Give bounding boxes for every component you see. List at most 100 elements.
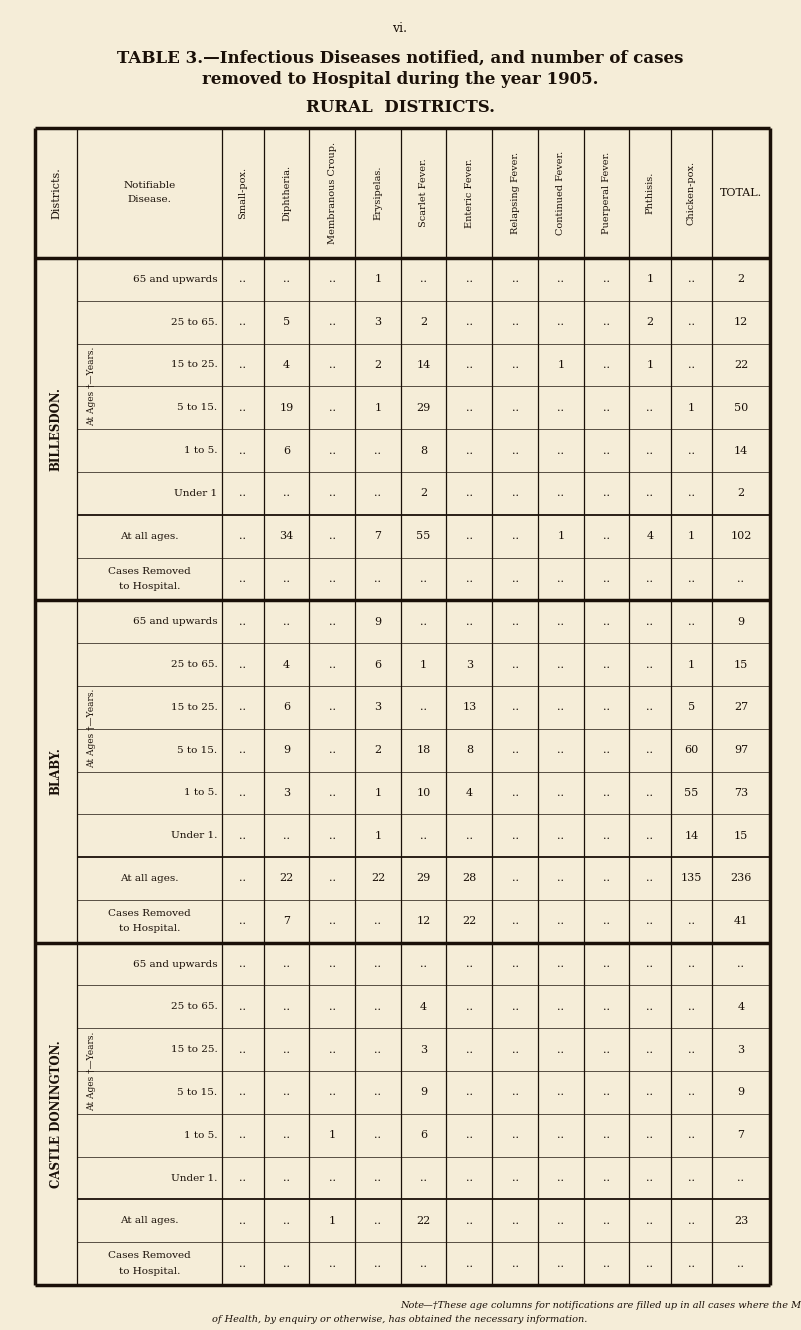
Text: 5 to 15.: 5 to 15. — [177, 403, 217, 412]
Text: 34: 34 — [280, 531, 294, 541]
Text: At Ages †—Years.: At Ages †—Years. — [87, 689, 95, 769]
Text: ..: .. — [603, 617, 610, 626]
Text: ..: .. — [466, 531, 473, 541]
Text: ..: .. — [328, 916, 336, 926]
Text: 4: 4 — [646, 531, 654, 541]
Text: ..: .. — [603, 1044, 610, 1055]
Text: 3: 3 — [374, 317, 381, 327]
Text: ..: .. — [239, 959, 247, 970]
Text: 41: 41 — [734, 916, 748, 926]
Text: 13: 13 — [462, 702, 477, 713]
Text: ..: .. — [374, 488, 381, 499]
Text: Cases Removed: Cases Removed — [108, 567, 191, 576]
Text: ..: .. — [557, 745, 564, 755]
Text: ..: .. — [283, 617, 290, 626]
Text: 3: 3 — [465, 660, 473, 669]
Text: 12: 12 — [734, 317, 748, 327]
Text: ..: .. — [466, 274, 473, 285]
Text: ..: .. — [557, 317, 564, 327]
Text: ..: .. — [557, 617, 564, 626]
Text: 29: 29 — [417, 403, 431, 412]
Text: ..: .. — [603, 1130, 610, 1140]
Text: ..: .. — [557, 1216, 564, 1226]
Text: 60: 60 — [684, 745, 698, 755]
Text: ..: .. — [239, 702, 247, 713]
Text: 9: 9 — [738, 617, 745, 626]
Text: ..: .. — [646, 1001, 654, 1012]
Text: ..: .. — [603, 916, 610, 926]
Text: ..: .. — [328, 317, 336, 327]
Text: ..: .. — [688, 274, 694, 285]
Text: 28: 28 — [462, 874, 477, 883]
Text: ..: .. — [557, 1130, 564, 1140]
Text: ..: .. — [512, 660, 518, 669]
Text: ..: .. — [557, 874, 564, 883]
Text: Disease.: Disease. — [128, 194, 171, 203]
Text: ..: .. — [557, 1088, 564, 1097]
Text: ..: .. — [603, 660, 610, 669]
Text: ..: .. — [420, 617, 427, 626]
Text: ..: .. — [239, 1001, 247, 1012]
Text: 1: 1 — [646, 274, 654, 285]
Text: ..: .. — [239, 575, 247, 584]
Text: ..: .. — [283, 959, 290, 970]
Text: TABLE 3.—Infectious Diseases notified, and number of cases: TABLE 3.—Infectious Diseases notified, a… — [117, 49, 683, 66]
Text: ..: .. — [557, 446, 564, 456]
Text: ..: .. — [466, 1044, 473, 1055]
Text: Puerperal Fever.: Puerperal Fever. — [602, 152, 611, 234]
Text: Small-pox.: Small-pox. — [239, 168, 248, 219]
Text: 3: 3 — [420, 1044, 427, 1055]
Text: ..: .. — [688, 317, 694, 327]
Text: ..: .. — [512, 617, 518, 626]
Text: 2: 2 — [374, 745, 381, 755]
Text: ..: .. — [374, 446, 381, 456]
Text: ..: .. — [512, 831, 518, 841]
Text: ..: .. — [466, 446, 473, 456]
Text: ..: .. — [420, 831, 427, 841]
Text: ..: .. — [239, 317, 247, 327]
Text: ..: .. — [283, 1001, 290, 1012]
Text: ..: .. — [328, 1001, 336, 1012]
Text: ..: .. — [466, 575, 473, 584]
Text: ..: .. — [646, 916, 654, 926]
Text: ..: .. — [283, 488, 290, 499]
Text: ..: .. — [239, 1173, 247, 1182]
Text: 5: 5 — [688, 702, 695, 713]
Text: ..: .. — [603, 531, 610, 541]
Text: 1: 1 — [328, 1130, 336, 1140]
Text: ..: .. — [283, 1130, 290, 1140]
Text: Enteric Fever.: Enteric Fever. — [465, 158, 474, 227]
Text: 55: 55 — [417, 531, 431, 541]
Text: 236: 236 — [731, 874, 751, 883]
Text: ..: .. — [603, 360, 610, 370]
Text: ..: .. — [420, 274, 427, 285]
Text: 5 to 15.: 5 to 15. — [177, 746, 217, 754]
Text: ..: .. — [420, 1258, 427, 1269]
Text: ..: .. — [328, 1088, 336, 1097]
Text: 25 to 65.: 25 to 65. — [171, 660, 217, 669]
Text: ..: .. — [239, 617, 247, 626]
Text: ..: .. — [688, 617, 694, 626]
Text: 10: 10 — [417, 787, 431, 798]
Text: ..: .. — [466, 1216, 473, 1226]
Text: 1: 1 — [374, 787, 381, 798]
Text: BILLESDON.: BILLESDON. — [50, 387, 62, 471]
Text: ..: .. — [512, 1088, 518, 1097]
Text: ..: .. — [646, 488, 654, 499]
Text: ..: .. — [466, 959, 473, 970]
Text: ..: .. — [646, 1173, 654, 1182]
Text: ..: .. — [374, 916, 381, 926]
Text: ..: .. — [738, 1173, 744, 1182]
Text: ..: .. — [557, 274, 564, 285]
Text: 8: 8 — [420, 446, 427, 456]
Text: ..: .. — [512, 1173, 518, 1182]
Text: ..: .. — [688, 1130, 694, 1140]
Text: 15 to 25.: 15 to 25. — [171, 702, 217, 712]
Text: 3: 3 — [283, 787, 290, 798]
Text: Diphtheria.: Diphtheria. — [282, 165, 291, 221]
Text: 9: 9 — [420, 1088, 427, 1097]
Text: ..: .. — [603, 317, 610, 327]
Text: ..: .. — [328, 446, 336, 456]
Text: 8: 8 — [465, 745, 473, 755]
Text: ..: .. — [512, 531, 518, 541]
